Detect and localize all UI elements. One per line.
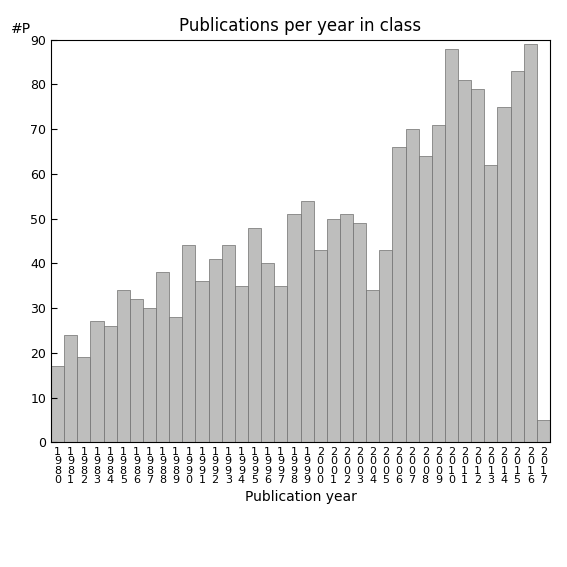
Bar bbox=[392, 147, 405, 442]
Bar bbox=[524, 44, 537, 442]
Bar bbox=[484, 165, 497, 442]
Bar bbox=[51, 366, 64, 442]
Bar bbox=[104, 326, 117, 442]
Bar bbox=[248, 227, 261, 442]
X-axis label: Publication year: Publication year bbox=[244, 490, 357, 504]
Bar bbox=[471, 89, 484, 442]
Bar bbox=[432, 125, 445, 442]
Bar bbox=[64, 335, 77, 442]
Bar bbox=[287, 214, 301, 442]
Title: Publications per year in class: Publications per year in class bbox=[179, 18, 422, 35]
Bar bbox=[261, 263, 274, 442]
Bar bbox=[183, 246, 196, 442]
Bar bbox=[117, 290, 130, 442]
Text: #P: #P bbox=[11, 22, 31, 36]
Bar bbox=[169, 317, 183, 442]
Bar bbox=[511, 71, 524, 442]
Bar bbox=[445, 49, 458, 442]
Bar bbox=[209, 259, 222, 442]
Bar bbox=[353, 223, 366, 442]
Bar bbox=[222, 246, 235, 442]
Bar bbox=[143, 308, 156, 442]
Bar bbox=[274, 286, 287, 442]
Bar bbox=[196, 281, 209, 442]
Bar bbox=[366, 290, 379, 442]
Bar bbox=[340, 214, 353, 442]
Bar bbox=[327, 219, 340, 442]
Bar bbox=[418, 156, 432, 442]
Bar bbox=[379, 250, 392, 442]
Bar bbox=[235, 286, 248, 442]
Bar bbox=[130, 299, 143, 442]
Bar bbox=[458, 80, 471, 442]
Bar bbox=[301, 201, 314, 442]
Bar bbox=[405, 129, 418, 442]
Bar bbox=[497, 107, 511, 442]
Bar bbox=[537, 420, 550, 442]
Bar bbox=[90, 321, 104, 442]
Bar bbox=[77, 357, 90, 442]
Bar bbox=[156, 272, 169, 442]
Bar bbox=[314, 250, 327, 442]
